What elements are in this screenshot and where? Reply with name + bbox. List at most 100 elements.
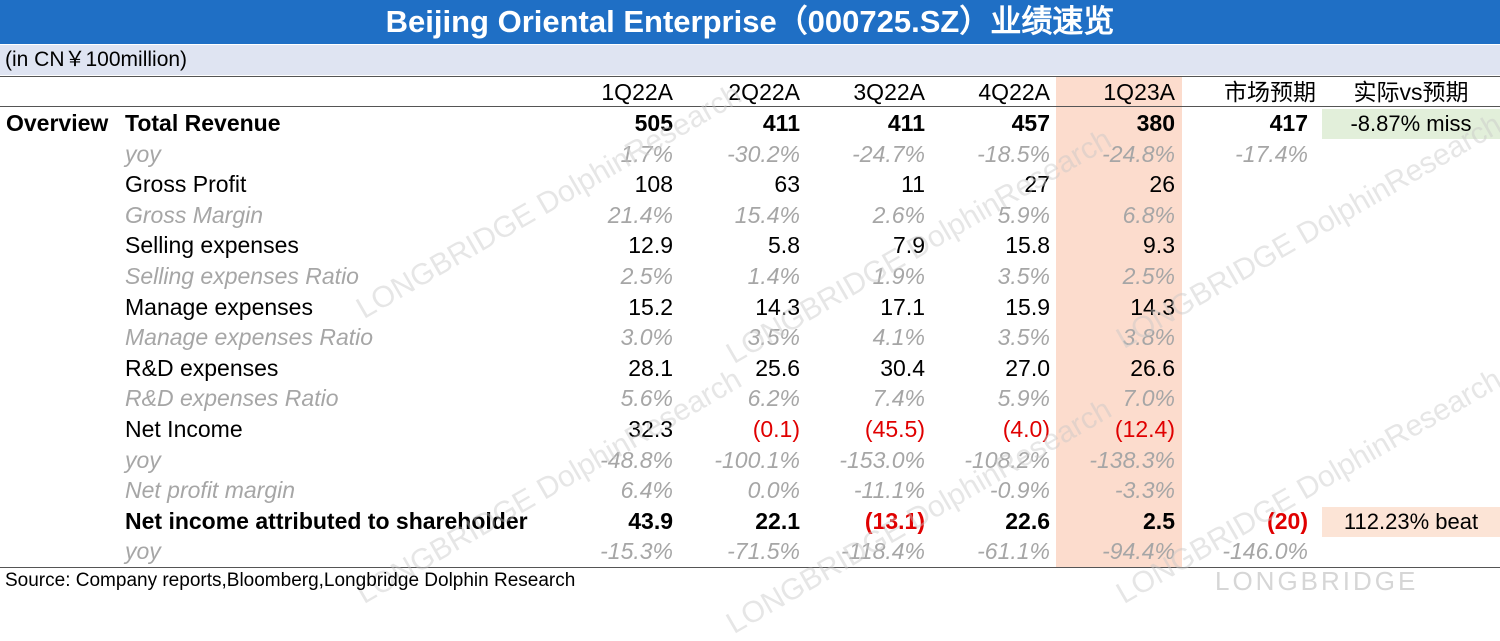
page-title: Beijing Oriental Enterprise（000725.SZ）业绩… <box>0 0 1500 44</box>
table-cell: 108 <box>634 171 673 198</box>
table-cell: 26.6 <box>1130 354 1175 381</box>
table-cell: -30.2% <box>727 140 800 167</box>
table-cell: 7.9 <box>893 232 925 259</box>
row-label: yoy <box>125 140 161 167</box>
table-cell: -18.5% <box>977 140 1050 167</box>
table-cell: 7.4% <box>872 385 925 412</box>
table-cell: 1.9% <box>872 263 925 289</box>
table-cell: -138.3% <box>1089 446 1175 473</box>
expectation-cell: -17.4% <box>1235 140 1308 167</box>
table-cell: 11 <box>901 171 925 198</box>
table-cell: -71.5% <box>727 538 800 565</box>
current-quarter-highlight <box>1056 77 1182 567</box>
table-cell: -118.4% <box>841 538 925 565</box>
table-cell: 43.9 <box>628 507 673 534</box>
table-cell: 1.7% <box>620 140 673 167</box>
column-header: 3Q22A <box>853 79 925 105</box>
unit-note: (in CN￥100million) <box>0 45 1500 75</box>
table-cell: 32.3 <box>628 416 673 442</box>
table-cell: 1.4% <box>747 263 800 289</box>
row-label: Total Revenue <box>125 110 281 136</box>
table-cell: 0.0% <box>747 477 800 504</box>
expectation-cell: (20) <box>1267 507 1308 534</box>
table-cell: 6.4% <box>620 477 673 504</box>
table-cell: 5.8 <box>768 232 800 259</box>
table-cell: 4.1% <box>872 324 925 351</box>
table-cell: (45.5) <box>864 416 925 442</box>
table-cell: 12.9 <box>628 232 673 259</box>
table-cell: 411 <box>762 110 800 136</box>
row-label: Net profit margin <box>125 477 296 504</box>
table-cell: 6.8% <box>1122 201 1175 228</box>
table-cell: -24.8% <box>1102 140 1175 167</box>
table-cell: 25.6 <box>755 354 800 381</box>
table-cell: -11.1% <box>853 477 925 504</box>
table-cell: (13.1) <box>864 507 925 534</box>
row-label: R&D expenses <box>125 354 279 381</box>
section-label: Overview <box>6 110 109 136</box>
row-label: Net income attributed to shareholder <box>125 507 528 534</box>
table-cell: -108.2% <box>964 446 1050 473</box>
table-cell: 15.2 <box>628 293 673 320</box>
table-cell: 28.1 <box>628 354 673 381</box>
table-cell: -15.3% <box>600 538 673 565</box>
table-cell: 27 <box>1024 171 1050 198</box>
table-cell: (12.4) <box>1114 416 1175 442</box>
row-label: yoy <box>125 538 161 565</box>
header-top-rule <box>0 76 1500 77</box>
column-header: 2Q22A <box>728 79 800 105</box>
table-cell: -94.4% <box>1102 538 1175 565</box>
table-cell: 2.5 <box>1143 507 1175 534</box>
table-cell: 22.1 <box>755 507 800 534</box>
table-cell: 457 <box>1011 110 1050 136</box>
row-label: Manage expenses Ratio <box>125 324 374 351</box>
longbridge-logo: LONGBRIDGE <box>1215 566 1419 596</box>
table-cell: 2.5% <box>1122 263 1175 289</box>
column-header: 4Q22A <box>978 79 1050 105</box>
table-cell: 7.0% <box>1122 385 1175 412</box>
table-cell: 3.5% <box>997 263 1050 289</box>
row-label: Manage expenses <box>125 293 313 320</box>
table-cell: 63 <box>774 171 800 198</box>
table-cell: 14.3 <box>755 293 800 320</box>
table-cell: 27.0 <box>1005 354 1050 381</box>
table-cell: 15.4% <box>734 201 800 228</box>
header-bottom-rule <box>0 106 1500 107</box>
table-cell: 6.2% <box>747 385 800 412</box>
expectation-cell: -146.0% <box>1222 538 1308 565</box>
table-cell: -61.1% <box>977 538 1050 565</box>
row-label: yoy <box>125 446 161 473</box>
table-cell: -153.0% <box>839 446 925 473</box>
table-cell: -24.7% <box>852 140 925 167</box>
source-note: Source: Company reports,Bloomberg,Longbr… <box>5 570 576 591</box>
table-cell: -3.3% <box>1114 477 1175 504</box>
row-label: Gross Profit <box>125 171 247 198</box>
vs-expectation-badge: 112.23% beat <box>1322 506 1500 537</box>
table-cell: 30.4 <box>880 354 925 381</box>
table-cell: 3.0% <box>620 324 673 351</box>
table-cell: (4.0) <box>1002 416 1050 442</box>
table-cell: 9.3 <box>1143 232 1175 259</box>
column-header: 1Q22A <box>601 79 673 105</box>
table-cell: 5.9% <box>997 385 1050 412</box>
table-cell: 3.5% <box>747 324 800 351</box>
table-cell: 17.1 <box>880 293 925 320</box>
table-cell: 2.6% <box>872 201 925 228</box>
table-cell: (0.1) <box>752 416 800 442</box>
row-label: Net Income <box>125 416 243 442</box>
table-cell: -100.1% <box>714 446 800 473</box>
table-cell: 15.9 <box>1005 293 1050 320</box>
vs-expectation-badge: -8.87% miss <box>1322 109 1500 139</box>
table-cell: 2.5% <box>620 263 673 289</box>
column-header: 1Q23A <box>1103 79 1175 105</box>
table-cell: 380 <box>1136 110 1175 136</box>
table-cell: 22.6 <box>1005 507 1050 534</box>
table-cell: 3.8% <box>1122 324 1175 351</box>
table-cell: 505 <box>634 110 673 136</box>
row-label: Selling expenses Ratio <box>125 263 359 289</box>
table-cell: 411 <box>887 110 925 136</box>
table-cell: 15.8 <box>1005 232 1050 259</box>
table-cell: 5.6% <box>620 385 673 412</box>
table-cell: 21.4% <box>607 201 673 228</box>
column-header: 市场预期 <box>1224 79 1316 105</box>
